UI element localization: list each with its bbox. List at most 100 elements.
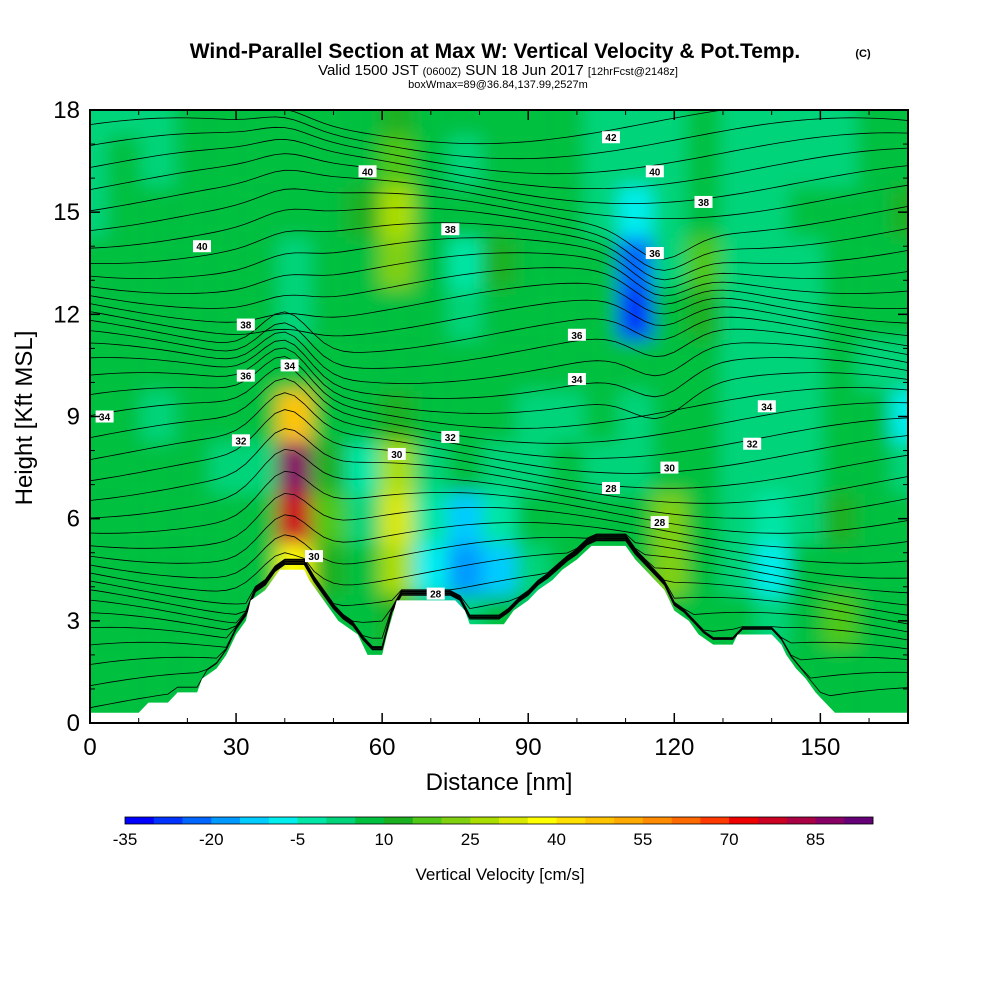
w-cell [822,186,857,238]
w-cell [447,110,482,136]
contour-label: 42 [605,133,617,144]
w-cell [516,237,551,289]
contour-label: 34 [571,375,583,386]
colorbar-swatch [412,817,442,824]
w-cell [345,186,380,238]
w-cell [754,135,789,187]
contour-label: 40 [649,167,661,178]
colorbar [124,816,874,825]
x-tick-label: 120 [654,734,694,761]
colorbar-tick-label: 25 [461,830,480,849]
theta-contour [90,409,908,489]
theta-contour [90,299,908,337]
contour-label-box [231,434,250,447]
contour-label-box [426,587,445,600]
contour-label-box [567,328,586,341]
w-cell [311,237,346,289]
w-cell [209,339,244,391]
w-cell [413,135,448,187]
w-cell [788,288,823,340]
colorbar-swatch [527,817,557,824]
w-cell [856,288,891,340]
colorbar-tick-label: -20 [199,830,224,849]
w-cell [754,186,789,238]
colorbar-tick-label: -5 [290,830,305,849]
contour-label-box [660,461,679,474]
w-cell [652,288,687,340]
w-cell [311,135,346,187]
theta-contour [90,237,908,289]
theta-contour [90,252,908,297]
w-cell [447,493,482,545]
w-cell [243,339,278,391]
w-cell [686,135,721,187]
w-cell [345,237,380,289]
contour-label: 28 [430,590,442,601]
w-cell [447,288,482,340]
box-max-annotation: boxWmax=89@36.84,137.99,2527m [408,79,588,91]
w-cell [788,135,823,187]
contour-label: 28 [605,484,617,495]
contour-label-box [601,131,620,144]
valid-time-subtitle: Valid 1500 JST (0600Z) SUN 18 Jun 2017 [… [318,62,678,79]
w-cell [107,442,142,494]
theta-contour [90,169,908,219]
colorbar-tick-label: 10 [374,830,393,849]
theta-contour [90,207,908,271]
w-cell [481,186,517,238]
w-cell [890,237,908,289]
w-cell [209,288,244,340]
w-cell [652,186,687,238]
contour-label: 28 [654,518,666,529]
w-cell [856,595,891,647]
colorbar-swatch [153,817,183,824]
contour-label-box [304,550,323,563]
w-cell [652,237,687,289]
w-cell [754,288,789,340]
w-cell [107,110,142,136]
w-cell [413,288,448,340]
w-cell [141,186,176,238]
theta-contour [90,188,908,260]
theta-contour [286,110,908,145]
w-cell [243,442,278,494]
y-axis-label: Height [Kft MSL] [11,331,38,506]
w-cell [311,186,346,238]
colorbar-swatch [700,817,730,824]
w-cell [243,110,278,136]
colorbar-tick-label: -35 [113,830,138,849]
w-cell [822,237,857,289]
w-cell [107,646,142,698]
w-cell [107,544,142,596]
w-cell [209,110,244,136]
w-cell [584,390,619,443]
colorbar-tick-labels: -35 -20 -5 10 25 40 55 70 85 [113,830,825,849]
w-cell [754,544,789,596]
contour-label: 40 [196,242,208,253]
w-cell [379,186,414,238]
w-cell [209,135,244,187]
w-cell [618,442,653,494]
colorbar-swatch [642,817,672,824]
colorbar-swatch [671,817,701,824]
y-tick-label: 18 [53,97,80,124]
w-cell [141,339,176,391]
contour-label: 34 [284,361,296,372]
w-cell [141,493,176,545]
theta-contour [90,514,908,564]
contour-label: 40 [362,167,374,178]
colorbar-swatch [383,817,413,824]
w-cell [447,237,482,289]
w-cell [618,288,653,340]
w-cell [822,110,857,136]
contour-label: 30 [664,464,676,475]
w-cell [720,390,755,443]
theta-contour [90,347,908,420]
w-cell [481,288,517,340]
w-cell [890,110,908,136]
theta-contour [90,153,908,204]
w-cell [754,493,789,545]
y-tick-label: 0 [67,710,80,737]
